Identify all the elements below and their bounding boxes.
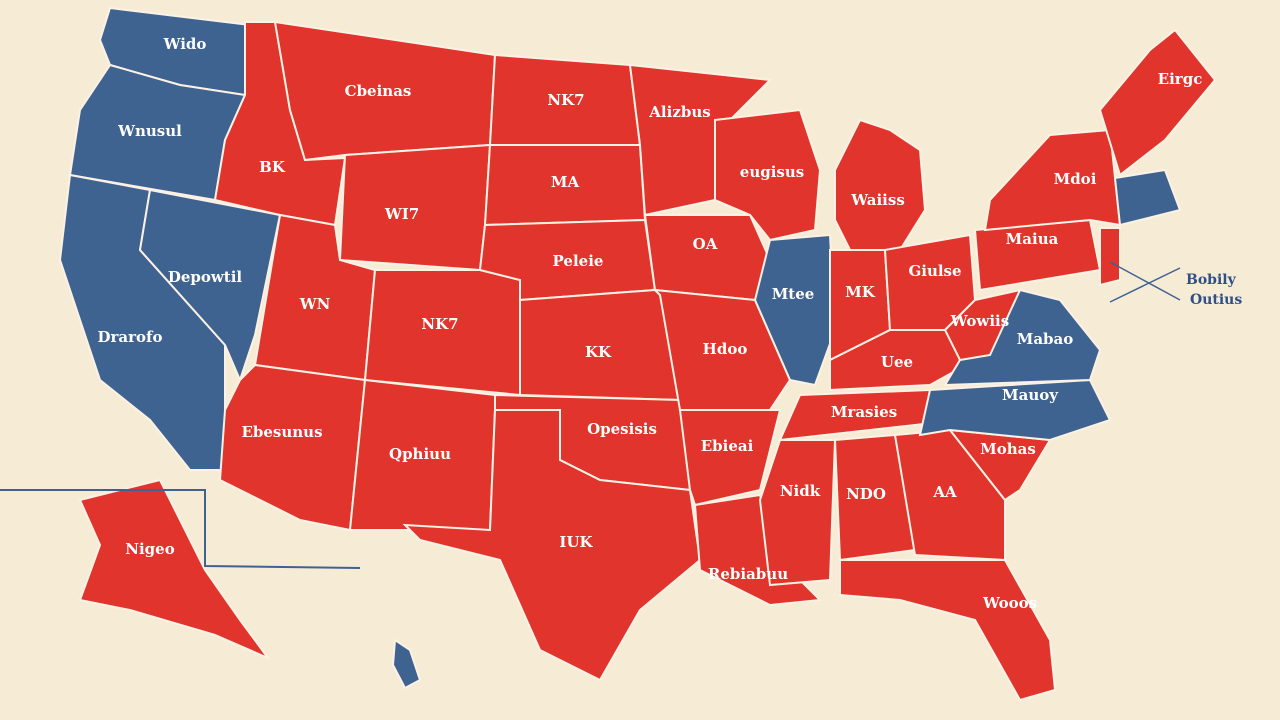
state-label: Drarofo (98, 328, 163, 346)
state-label: NK7 (421, 315, 458, 333)
state-label: WI7 (384, 205, 419, 223)
state (1098, 28, 1217, 177)
labels: Wido Wnusul Drarofo Depowtil BK Cbeinas WI7 WN N… (98, 35, 1203, 612)
state-label: NK7 (547, 91, 584, 109)
state-label: Cbeinas (345, 82, 412, 100)
state-label: eugisus (740, 163, 804, 181)
state-label: Uee (881, 353, 913, 371)
state-label: Qphiuu (389, 445, 451, 463)
state-label: Mrasies (831, 403, 897, 421)
state-label: KK (585, 343, 612, 361)
state-label: Wooos (982, 594, 1037, 612)
state-label: Waiiss (850, 191, 905, 209)
state-label: OA (693, 235, 718, 253)
state (758, 439, 837, 587)
callout-line (1109, 261, 1181, 301)
state-label: Mabao (1017, 330, 1074, 348)
state-label: Nigeo (125, 540, 174, 558)
state-label: Mohas (980, 440, 1036, 458)
state-label: AA (932, 483, 957, 501)
state-label: BK (259, 158, 286, 176)
state-label: Mtee (772, 285, 815, 303)
state (943, 288, 1022, 362)
state-label: Wowiis (950, 312, 1009, 330)
state-label: IUK (559, 533, 593, 551)
state-label: Eirgc (1158, 70, 1203, 88)
state-label: Ebesunus (241, 423, 322, 441)
state-label: Ebieai (701, 437, 754, 455)
state-label: Rebiabuu (708, 565, 788, 583)
state-label: Mdoi (1054, 170, 1097, 188)
state-label: MK (845, 283, 876, 301)
state-label: Opesisis (587, 420, 657, 438)
state (1099, 227, 1121, 287)
state-label: MA (551, 173, 580, 191)
state-label: Peleie (553, 252, 604, 270)
state (402, 409, 702, 682)
state (839, 559, 1057, 702)
state (983, 128, 1122, 232)
state-label: Depowtil (168, 268, 243, 286)
state (678, 409, 782, 507)
states (58, 6, 1217, 702)
state-label: Hdoo (703, 340, 748, 358)
state-label: Giulse (908, 262, 961, 280)
state (1113, 168, 1182, 227)
state (78, 478, 272, 661)
state-label: Maiua (1006, 230, 1059, 248)
state (218, 363, 367, 532)
state-label: WN (299, 295, 331, 313)
state-label: Wido (163, 35, 207, 53)
state (391, 638, 422, 690)
callout-line (1109, 267, 1181, 303)
state-label: Wnusul (117, 122, 182, 140)
callout-label: Outius (1190, 292, 1242, 308)
state (753, 233, 837, 387)
state (834, 118, 927, 251)
state (643, 214, 772, 302)
inset-border (0, 489, 361, 569)
state-label: NDO (846, 485, 886, 503)
state-label: Alizbus (648, 103, 710, 121)
state (714, 108, 822, 242)
callout-label: Bobily (1186, 272, 1237, 288)
state-label: Nidk (780, 482, 821, 500)
state-label: Mauoy (1002, 386, 1059, 404)
